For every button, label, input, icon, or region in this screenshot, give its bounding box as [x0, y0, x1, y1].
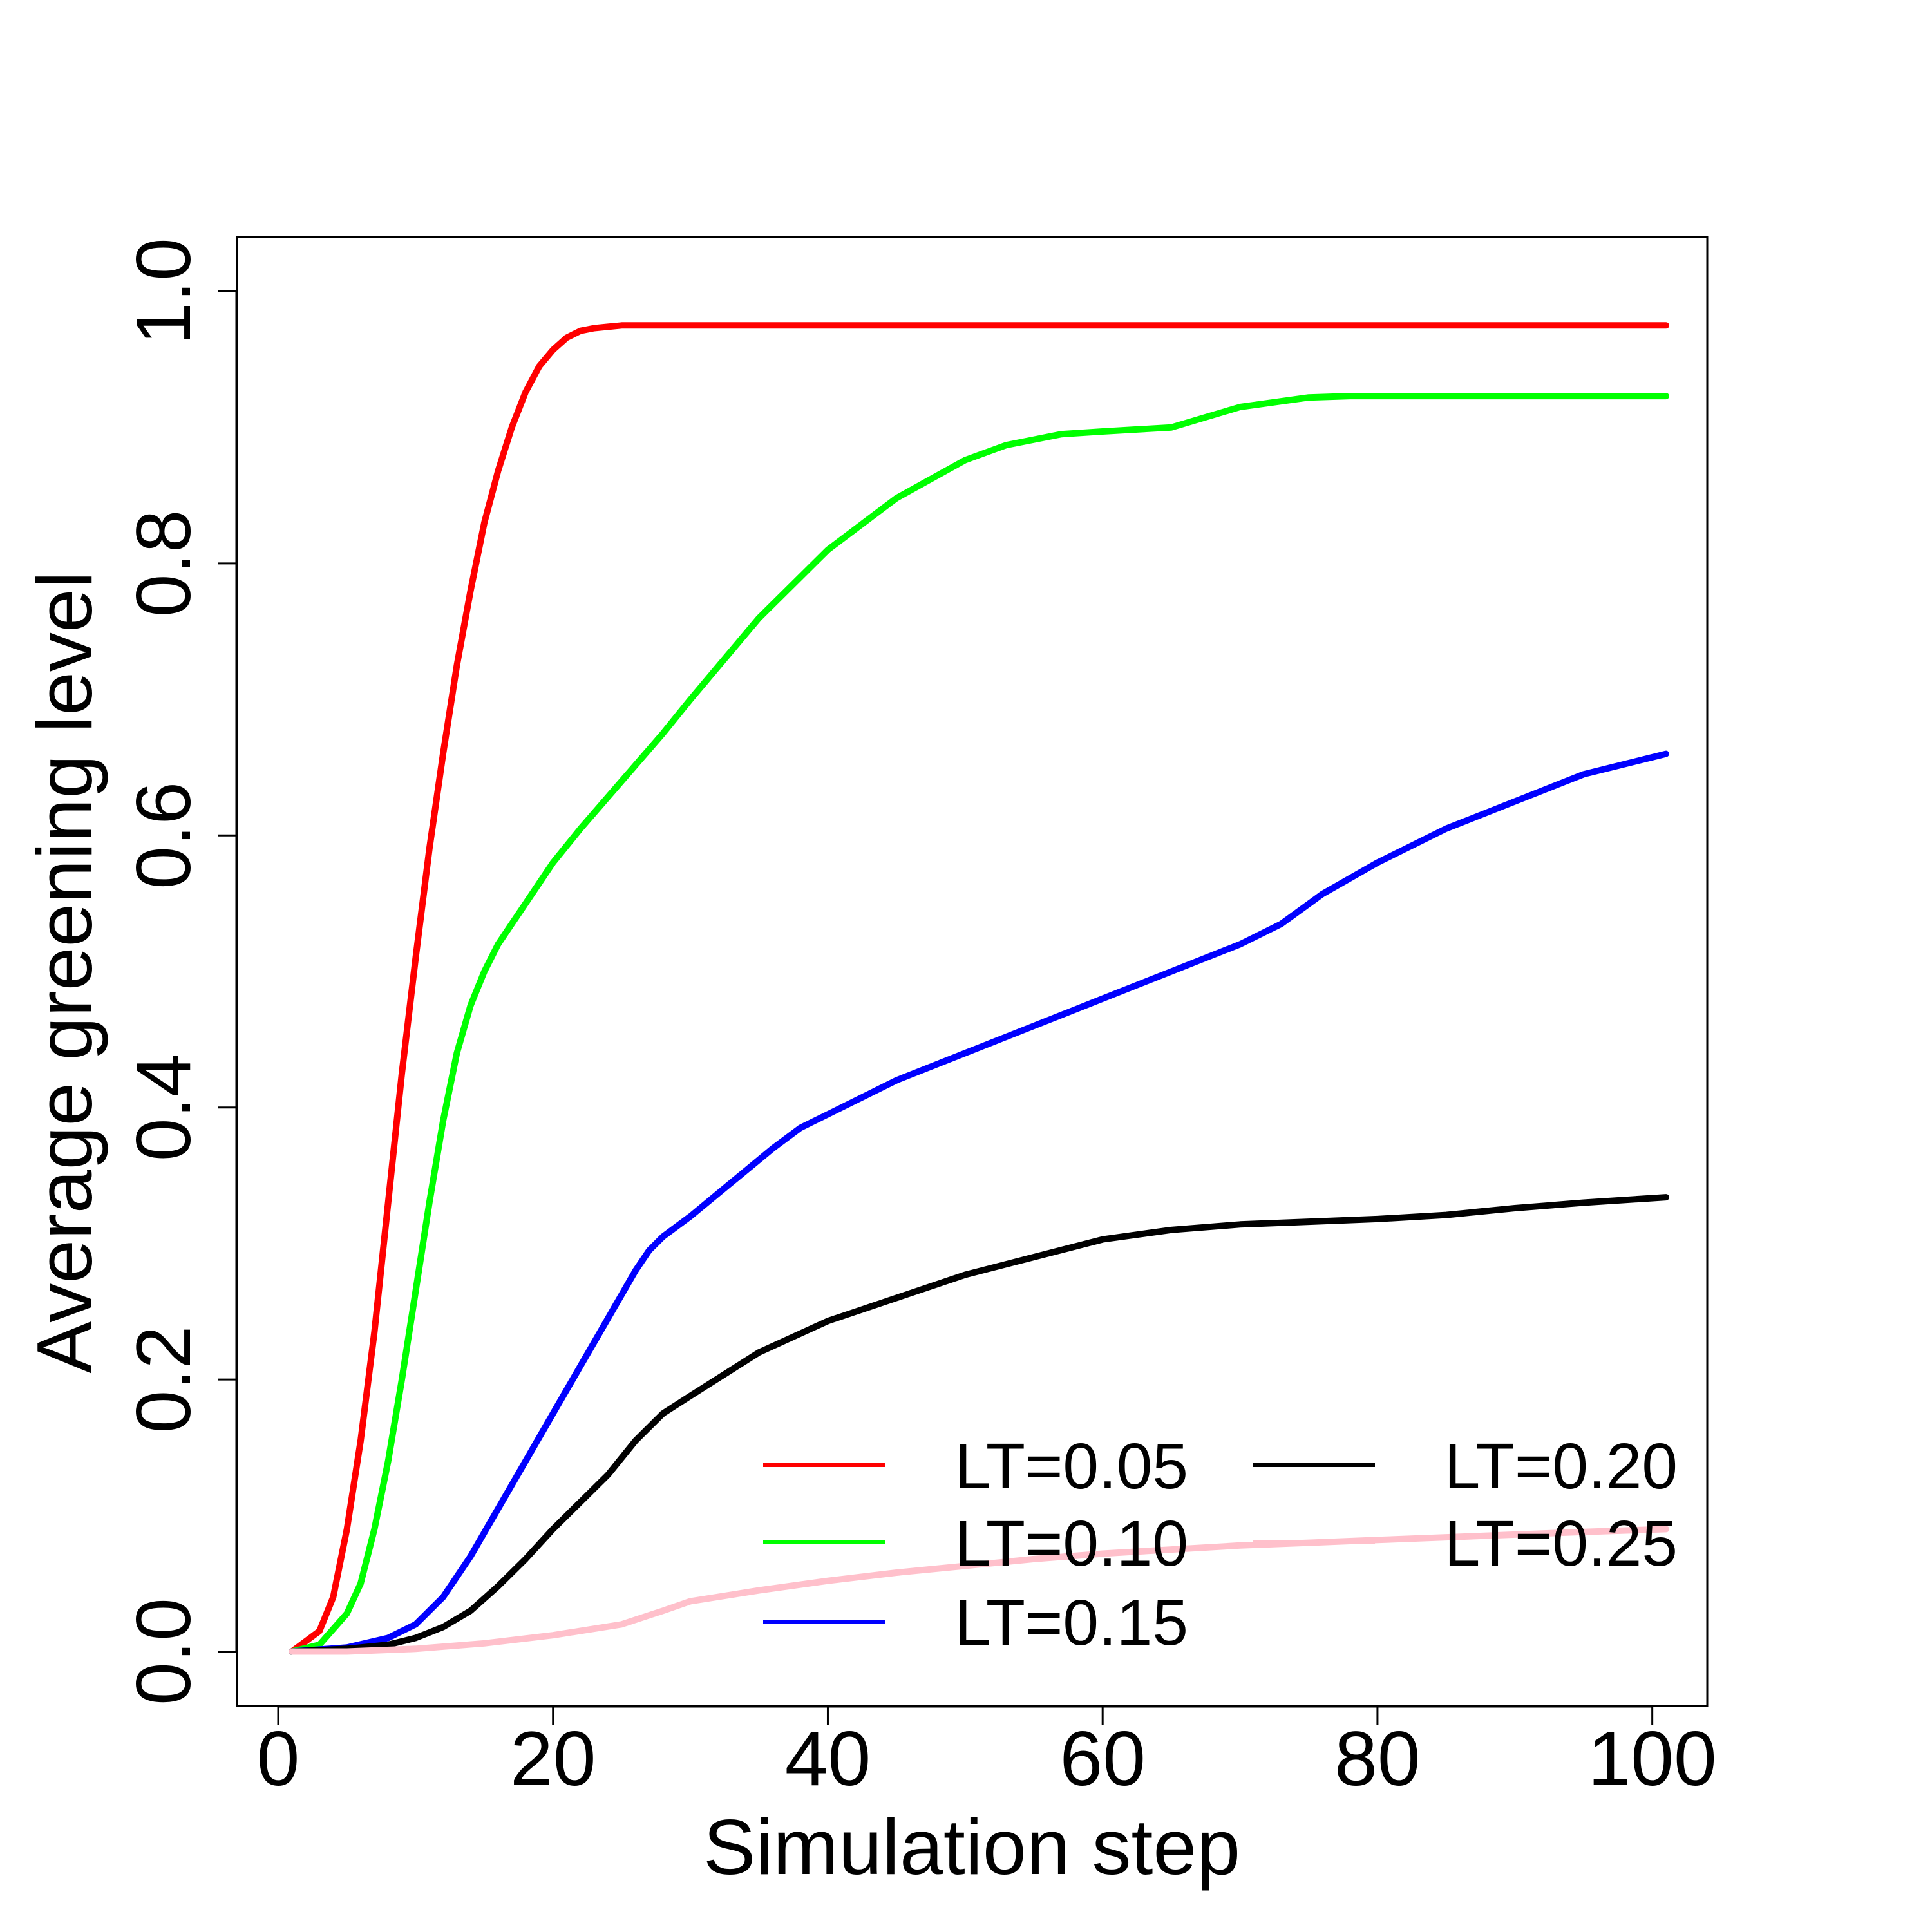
y-tick-label: 0.8 — [120, 509, 207, 617]
x-axis-title: Simulation step — [703, 1803, 1240, 1891]
y-tick-label: 0.0 — [120, 1598, 207, 1705]
series-line-3 — [289, 750, 1669, 1655]
series-layer — [289, 322, 1669, 1655]
y-tick-label: 0.4 — [120, 1054, 207, 1161]
legend-label: LT=0.25 — [1444, 1508, 1678, 1580]
x-tick-label: 80 — [1334, 1716, 1420, 1802]
y-tick-label: 1.0 — [120, 238, 207, 345]
x-tick-label: 0 — [257, 1716, 300, 1802]
legend-label: LT=0.10 — [955, 1508, 1188, 1580]
y-tick-label: 0.2 — [120, 1326, 207, 1434]
y-axis-title: Average greening level — [21, 571, 108, 1374]
series-line-4 — [289, 1194, 1669, 1655]
x-axis: 0 20 40 60 80 100 — [257, 1705, 1717, 1802]
legend-label: LT=0.20 — [1444, 1430, 1678, 1502]
x-tick-label: 60 — [1059, 1716, 1145, 1802]
series-line-5 — [289, 1526, 1669, 1655]
x-tick-label: 40 — [785, 1716, 871, 1802]
series-line-1 — [289, 322, 1669, 1655]
x-tick-label: 100 — [1588, 1716, 1717, 1802]
x-tick-label: 20 — [510, 1716, 596, 1802]
y-axis: 0.0 0.2 0.4 0.6 0.8 1.0 — [120, 238, 238, 1705]
legend-label: LT=0.05 — [955, 1430, 1188, 1502]
y-tick-label: 0.6 — [120, 782, 207, 889]
series-line-2 — [289, 393, 1669, 1655]
legend-label: LT=0.15 — [955, 1587, 1188, 1659]
